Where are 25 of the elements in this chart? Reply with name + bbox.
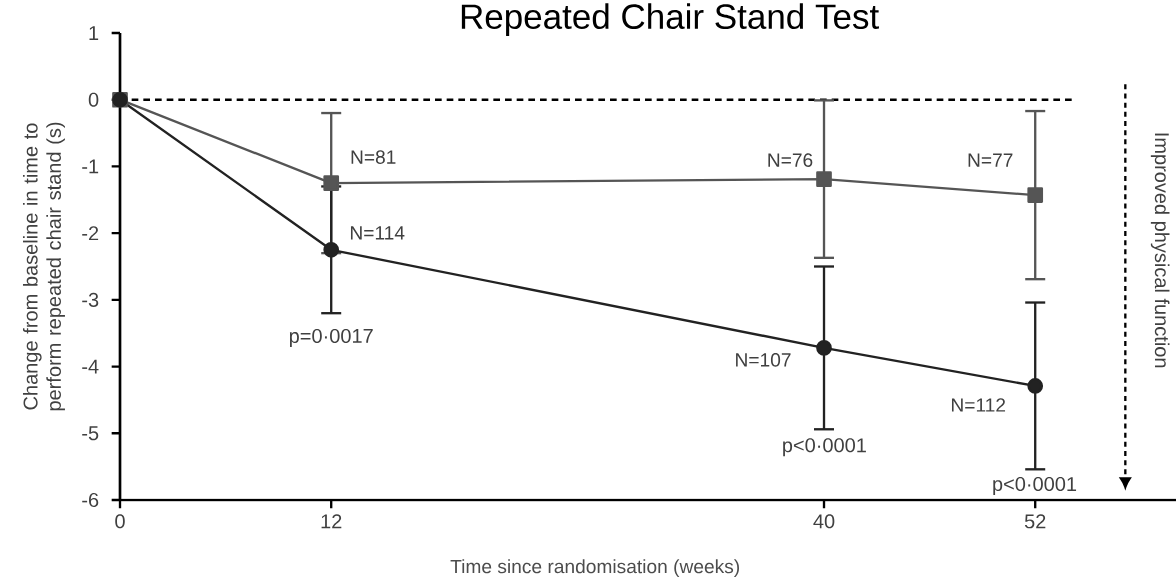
x-tick-label: 12 (321, 514, 342, 529)
y-tick-label: -6 (82, 492, 99, 508)
annotation: N=77 (968, 153, 1013, 167)
annotation: N=114 (350, 226, 405, 240)
x-tick-label: 52 (1024, 514, 1046, 529)
x-tick-label: 0 (115, 514, 125, 529)
annotation: p<0·0001 (993, 476, 1077, 496)
annotation: p<0·0001 (783, 438, 866, 457)
annotation: Improved physical function (1150, 133, 1170, 368)
y-tick-label: -1 (82, 159, 99, 174)
y-tick-label: -4 (82, 359, 99, 374)
x-axis-title: Time since randomisation (weeks) (450, 559, 740, 578)
y-tick-label: 1 (89, 26, 99, 40)
y-tick-label: -5 (82, 426, 99, 441)
annotation: N=81 (351, 150, 396, 164)
chart-title: Repeated Chair Stand Test (461, 3, 879, 36)
y-tick-label: -2 (82, 226, 99, 241)
annotation: N=76 (768, 153, 813, 167)
annotation: N=107 (736, 353, 791, 367)
x-tick-label: 40 (813, 514, 835, 529)
annotation: N=112 (951, 398, 1006, 412)
y-tick-label: 0 (88, 92, 99, 107)
annotation: p=0·0017 (289, 328, 373, 348)
y-tick-label: -3 (82, 292, 99, 307)
y-axis-title: Change from baseline in time to perform repeated chair stand (s) (22, 122, 65, 411)
